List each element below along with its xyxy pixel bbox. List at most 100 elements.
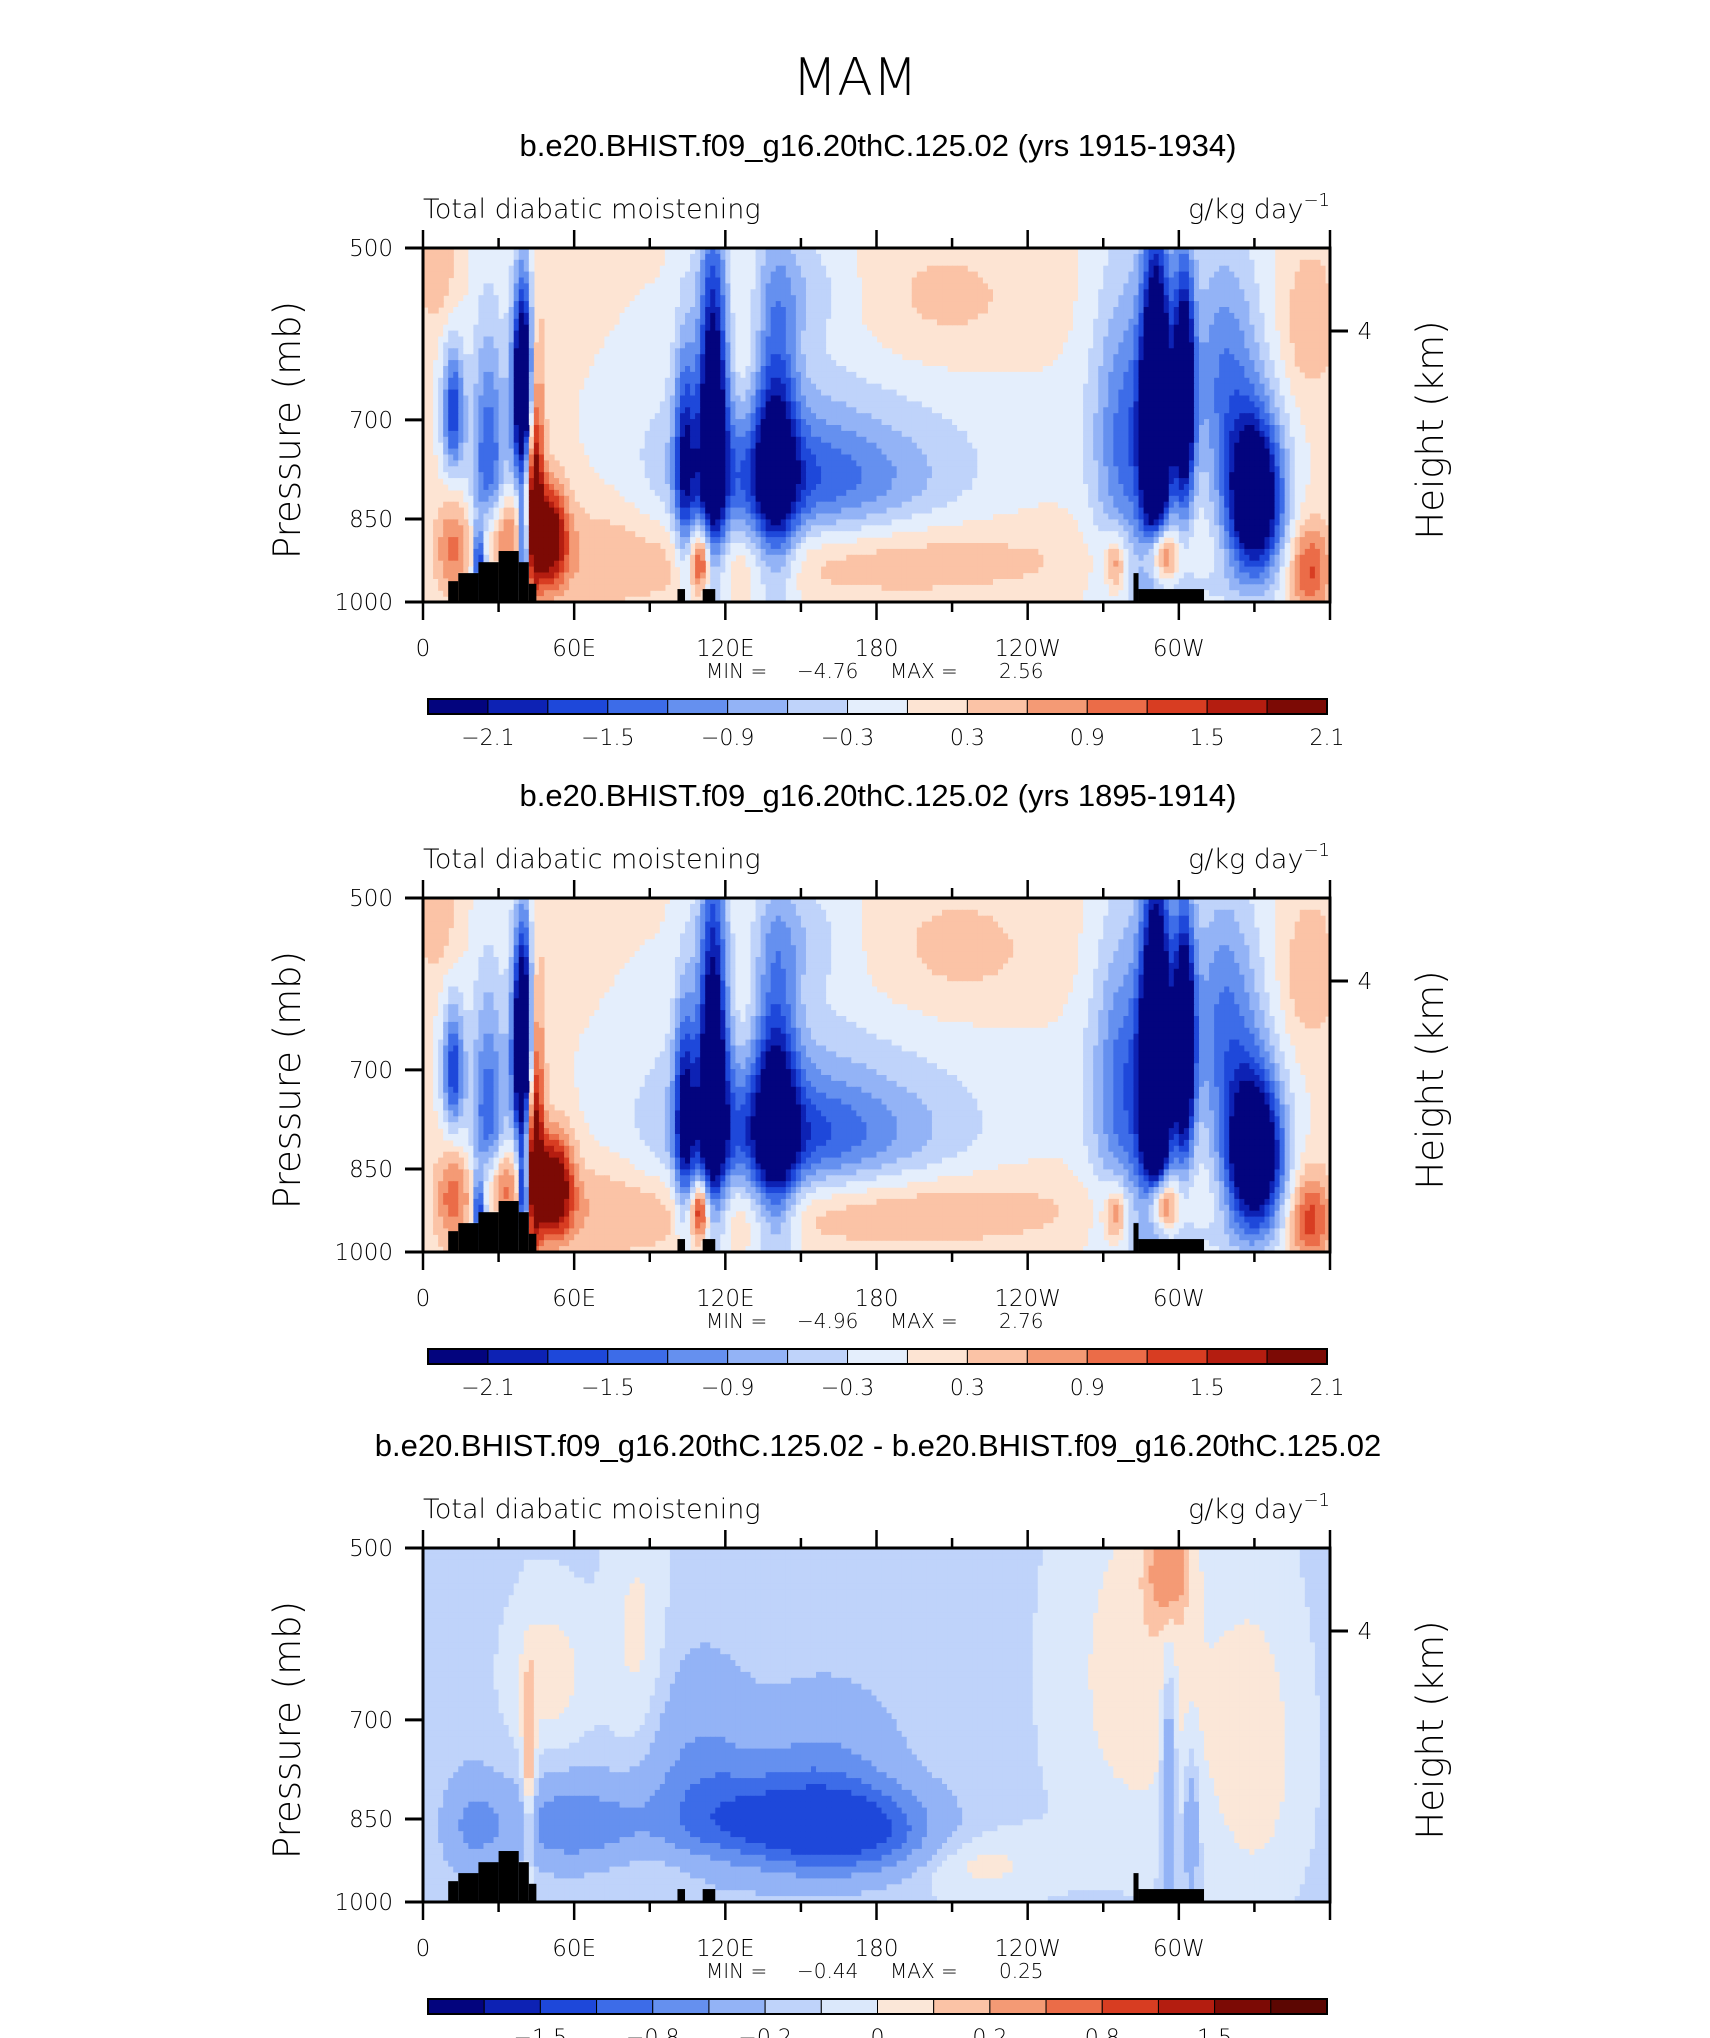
colorbar-box <box>652 1998 710 2015</box>
chart-panel-2: b.e20.BHIST.f09_g16.20thC.125.02 (yrs 18… <box>266 778 1452 1401</box>
topography-mask <box>478 1212 499 1252</box>
ytick-label: 850 <box>349 507 393 533</box>
colorbar-frame <box>427 1348 1328 1365</box>
ytick-label: 1000 <box>334 590 393 616</box>
units-exponent: −1 <box>1303 1490 1330 1511</box>
units-label: g/kg day−1 <box>1188 190 1330 225</box>
panel-title: b.e20.BHIST.f09_g16.20thC.125.02 (yrs 18… <box>520 778 1237 813</box>
colorbar-label: 2.1 <box>1310 1376 1345 1401</box>
colorbar-box <box>727 698 789 715</box>
colorbar-box <box>906 698 968 715</box>
y2-axis-label: Height (km) <box>1409 970 1452 1189</box>
colorbar-box <box>989 1998 1047 2015</box>
units-label: g/kg day−1 <box>1188 1490 1330 1525</box>
colorbar-box <box>877 1998 935 2015</box>
topography-mask <box>528 1233 537 1252</box>
xtick-label: 60W <box>1153 1936 1205 1962</box>
topography-mask <box>677 589 686 602</box>
colorbar-label: −0.9 <box>701 1376 754 1401</box>
colorbar-box <box>667 698 729 715</box>
colorbar-box <box>933 1998 991 2015</box>
colorbar-box <box>596 1998 654 2015</box>
colorbar-label: −0.9 <box>701 726 754 751</box>
y-axis-label: Pressure (mb) <box>266 951 309 1209</box>
min-value: −4.96 <box>797 1309 858 1333</box>
min-label: MIN = <box>706 1309 767 1333</box>
topography-mask <box>458 573 479 602</box>
left-label: Total diabatic moistening <box>423 844 761 875</box>
colorbar-box <box>547 698 609 715</box>
max-label: MAX = <box>890 659 958 683</box>
colorbar-label: 0.9 <box>1070 1376 1105 1401</box>
topography-mask <box>498 1851 519 1902</box>
colorbar-frame <box>427 1998 1328 2015</box>
topography-mask <box>1138 589 1205 602</box>
colorbar-box <box>1146 1348 1208 1365</box>
panel-title: b.e20.BHIST.f09_g16.20thC.125.02 - b.e20… <box>375 1428 1382 1463</box>
topography-mask <box>1133 573 1139 602</box>
colorbar-box <box>487 698 549 715</box>
panel-title: b.e20.BHIST.f09_g16.20thC.125.02 (yrs 19… <box>520 128 1237 163</box>
colorbar-box <box>427 698 489 715</box>
y2tick-label: 4 <box>1358 319 1373 345</box>
xtick-label: 0 <box>416 1936 431 1962</box>
ytick-label: 700 <box>349 1058 393 1084</box>
colorbar-box <box>966 698 1028 715</box>
y2-axis-label: Height (km) <box>1409 1620 1452 1839</box>
chart-panel-1: b.e20.BHIST.f09_g16.20thC.125.02 (yrs 19… <box>266 128 1452 751</box>
xtick-label: 180 <box>855 636 899 662</box>
topography-mask <box>478 1862 499 1902</box>
colorbar-label: −1.5 <box>514 2026 567 2038</box>
ytick-label: 500 <box>349 1536 393 1562</box>
colorbar-box <box>1045 1998 1103 2015</box>
xtick-label: 180 <box>855 1286 899 1312</box>
colorbar-label: 2.1 <box>1310 726 1345 751</box>
colorbar-box <box>487 1348 549 1365</box>
colorbar-label: −2.1 <box>461 1376 514 1401</box>
colorbar-box <box>1026 698 1088 715</box>
chart-panel-3: b.e20.BHIST.f09_g16.20thC.125.02 - b.e20… <box>266 1428 1452 2038</box>
ytick-label: 1000 <box>334 1240 393 1266</box>
topography-mask <box>1133 1873 1139 1902</box>
colorbar-label: 1.5 <box>1197 2026 1232 2038</box>
topography-mask <box>458 1873 479 1902</box>
topography-mask <box>702 589 716 602</box>
topography-mask <box>702 1889 716 1902</box>
colorbar-box <box>667 1348 729 1365</box>
xtick-label: 120E <box>696 636 754 662</box>
max-value: 0.25 <box>999 1959 1044 1983</box>
xtick-label: 180 <box>855 1936 899 1962</box>
max-value: 2.56 <box>999 659 1044 683</box>
colorbar-frame <box>427 698 1328 715</box>
colorbar-label: 0.9 <box>1070 726 1105 751</box>
contour-field <box>423 898 1330 1252</box>
ytick-label: 850 <box>349 1157 393 1183</box>
contour-field <box>423 248 1330 602</box>
colorbar-box <box>1206 698 1268 715</box>
colorbar-label: −1.5 <box>581 1376 634 1401</box>
xtick-label: 120E <box>696 1936 754 1962</box>
colorbar-box <box>708 1998 766 2015</box>
units-exponent: −1 <box>1303 840 1330 861</box>
min-value: −0.44 <box>797 1959 858 1983</box>
colorbar-box <box>1086 698 1148 715</box>
contour-field <box>423 1548 1330 1902</box>
units-exponent: −1 <box>1303 190 1330 211</box>
y-axis-label: Pressure (mb) <box>266 301 309 559</box>
left-label: Total diabatic moistening <box>423 194 761 225</box>
min-value: −4.76 <box>797 659 858 683</box>
topography-mask <box>518 1212 529 1252</box>
xtick-label: 120W <box>994 1286 1061 1312</box>
colorbar-box <box>607 1348 669 1365</box>
colorbar-box <box>1214 1998 1272 2015</box>
colorbar-label: −0.8 <box>626 2026 679 2038</box>
colorbar-label: −0.3 <box>821 1376 874 1401</box>
colorbar-box <box>787 698 849 715</box>
topography-mask <box>458 1223 479 1252</box>
colorbar-box <box>847 698 908 715</box>
colorbar-box <box>547 1348 609 1365</box>
xtick-label: 120W <box>994 1936 1061 1962</box>
colorbar-box <box>906 1348 968 1365</box>
min-label: MIN = <box>706 659 767 683</box>
